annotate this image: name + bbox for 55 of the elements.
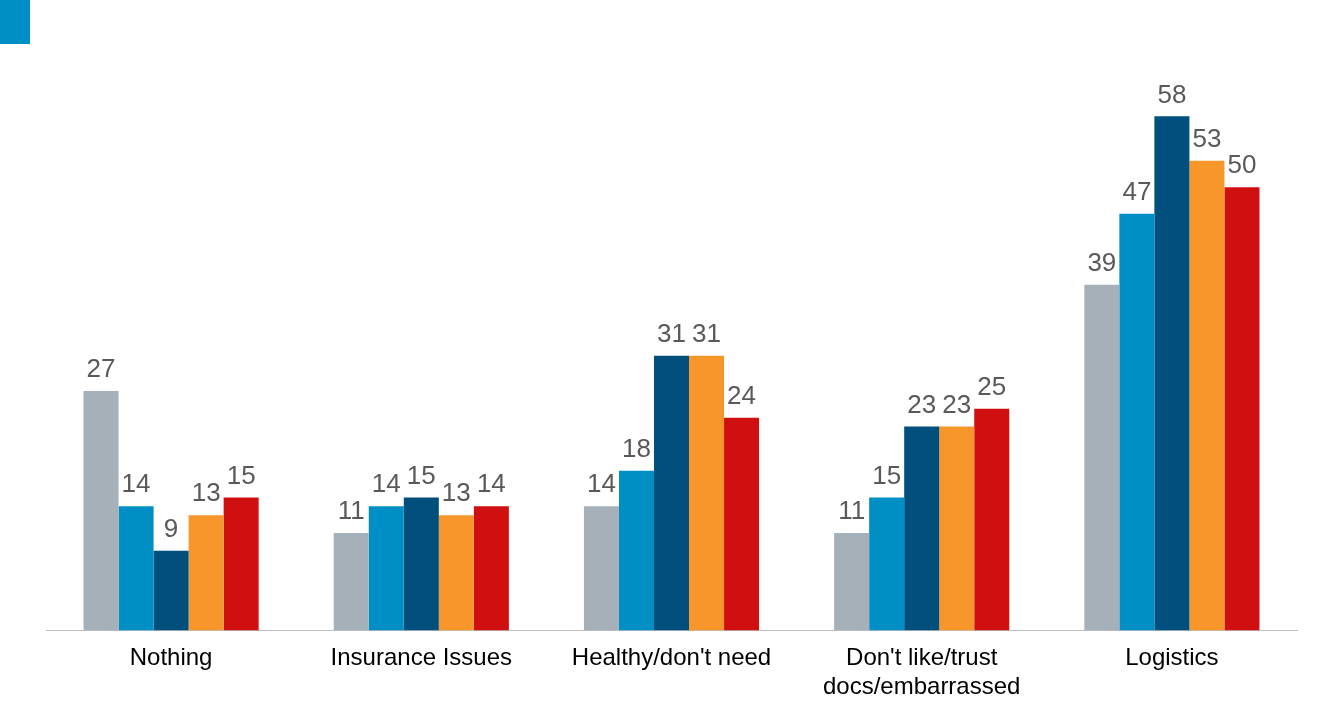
data-label: 23: [907, 388, 937, 419]
data-label: 15: [406, 459, 436, 490]
data-label: 50: [1227, 149, 1257, 180]
bar: [403, 497, 439, 631]
bar: [834, 532, 870, 631]
data-label: 13: [191, 477, 221, 508]
bar: [223, 497, 259, 631]
data-label: 18: [622, 433, 651, 464]
bar: [653, 355, 690, 631]
data-label: 14: [121, 468, 151, 499]
data-label: 14: [371, 468, 401, 499]
bar: [974, 408, 1010, 631]
data-label: 47: [1122, 176, 1152, 207]
bar: [1154, 116, 1190, 631]
x-tick-label: Don't like/trust docs/embarrassed: [822, 643, 1021, 700]
data-label: 15: [872, 459, 902, 490]
bar: [118, 506, 154, 631]
x-tick-label: Nothing: [129, 643, 213, 671]
data-label: 31: [657, 317, 686, 348]
data-label: 13: [441, 477, 471, 508]
data-label: 11: [337, 495, 365, 526]
data-label: 23: [942, 388, 972, 419]
bar: [904, 426, 940, 631]
bar: [438, 515, 474, 631]
data-label: 25: [977, 371, 1007, 401]
x-tick-label: Logistics: [1125, 643, 1219, 671]
data-label: 53: [1192, 122, 1222, 153]
data-label: 58: [1157, 78, 1187, 109]
bar: [473, 506, 509, 631]
bar: [869, 497, 905, 631]
bar: [188, 515, 224, 631]
bar: [583, 506, 619, 631]
bar: [1119, 213, 1155, 631]
bar: [1189, 160, 1225, 631]
data-label: 15: [226, 459, 256, 490]
data-label: 39: [1087, 246, 1117, 277]
data-label: 14: [476, 468, 506, 499]
bar: [618, 470, 654, 631]
data-label: 14: [586, 468, 616, 499]
bar: [83, 391, 119, 631]
bar: [333, 532, 369, 631]
bar: [153, 550, 189, 631]
x-tick-label: Healthy/don't need: [571, 643, 772, 671]
bar: [1084, 284, 1120, 631]
data-label: 24: [727, 379, 757, 410]
data-label: 27: [86, 353, 116, 384]
data-label: 31: [692, 317, 721, 348]
data-label: 9: [163, 512, 179, 543]
bar: [1224, 187, 1260, 631]
data-label: 11: [838, 495, 866, 526]
bar: [368, 506, 404, 631]
x-tick-label: Insurance Issues: [330, 643, 513, 671]
bar: [724, 417, 760, 631]
bar: [689, 355, 725, 631]
bar: [939, 426, 975, 631]
